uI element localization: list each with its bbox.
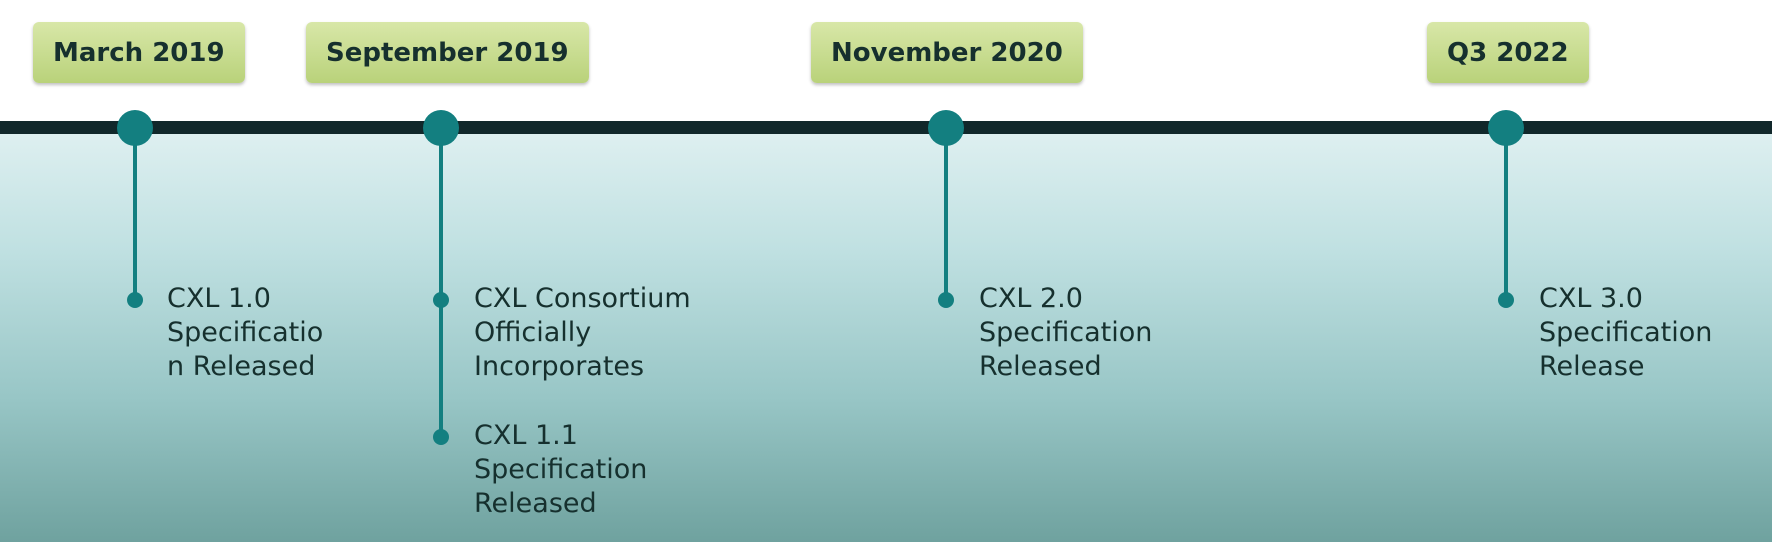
event-text-consortium-incorporates: CXL Consortium Officially Incorporates xyxy=(474,283,691,382)
event-text-cxl-1-1: CXL 1.1 Specification Released xyxy=(474,420,648,519)
event-bullet xyxy=(1498,292,1514,308)
event-bullet xyxy=(433,429,449,445)
milestone-node-november-2020 xyxy=(928,110,964,146)
milestone-date-march-2019: March 2019 xyxy=(33,22,245,83)
milestone-stem-september-2019 xyxy=(439,128,443,437)
event-bullet xyxy=(433,292,449,308)
milestone-date-q3-2022: Q3 2022 xyxy=(1427,22,1589,83)
event-bullet xyxy=(938,292,954,308)
timeline-background xyxy=(0,128,1772,542)
milestone-date-november-2020: November 2020 xyxy=(811,22,1083,83)
milestone-node-march-2019 xyxy=(117,110,153,146)
event-bullet xyxy=(127,292,143,308)
event-text-cxl-3-0: CXL 3.0 Specification Release xyxy=(1539,283,1713,382)
milestone-date-september-2019: September 2019 xyxy=(306,22,589,83)
milestone-node-q3-2022 xyxy=(1488,110,1524,146)
milestone-stem-march-2019 xyxy=(133,128,137,300)
milestone-node-september-2019 xyxy=(423,110,459,146)
event-text-cxl-2-0: CXL 2.0 Specification Released xyxy=(979,283,1153,382)
event-text-cxl-1-0: CXL 1.0 Specificatio n Released xyxy=(167,283,324,382)
milestone-stem-november-2020 xyxy=(944,128,948,300)
milestone-stem-q3-2022 xyxy=(1504,128,1508,300)
